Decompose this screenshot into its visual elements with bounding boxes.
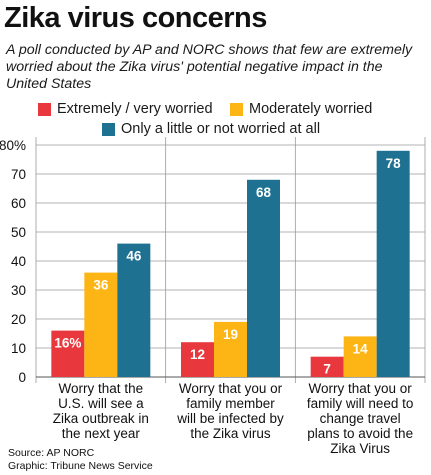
bar-value-label: 78 [386, 156, 402, 171]
bar-value-label: 14 [353, 341, 369, 356]
chart-subtitle: A poll conducted by AP and NORC shows th… [6, 42, 413, 92]
bar [214, 321, 247, 377]
bar [181, 342, 214, 377]
legend-swatch [230, 102, 243, 116]
y-tick-label: 30 [11, 283, 26, 298]
bar [310, 356, 344, 377]
y-tick-label: 40 [11, 254, 26, 269]
legend-item-extremely: Extremely / very worried [38, 101, 213, 117]
chart-title: Zika virus concerns [4, 2, 267, 34]
bar [376, 150, 410, 377]
bar-value-label: 46 [126, 249, 142, 264]
graphic-credit: Graphic: Tribune News Service [8, 460, 153, 472]
legend-label: Moderately worried [249, 101, 373, 117]
bar-value-label: 16% [54, 336, 81, 351]
source-note: Source: AP NORC [8, 447, 95, 459]
legend-label: Only a little or not worried at all [121, 121, 321, 137]
category-label: Worry that you or family member will be in… [176, 381, 284, 441]
y-tick-label: 60 [11, 196, 26, 211]
category-label: Worry that the U.S. will see a Zika outbre… [53, 381, 149, 441]
legend-swatch [38, 102, 51, 116]
y-tick-label: 10 [11, 341, 26, 356]
bar [343, 336, 377, 377]
bar [247, 179, 280, 377]
bar [84, 272, 118, 377]
bar-value-label: 12 [190, 347, 205, 362]
category-label: Worry that you or family will need to chan… [307, 381, 414, 456]
bar-value-label: 68 [256, 185, 272, 200]
y-tick-label: 20 [11, 312, 26, 327]
y-tick-label: 80% [0, 138, 26, 153]
bar [117, 243, 151, 377]
y-tick-label: 0 [18, 370, 26, 385]
bar [51, 330, 85, 377]
legend-swatch [102, 122, 115, 136]
bar-value-label: 36 [93, 278, 109, 293]
legend-label: Extremely / very worried [57, 101, 213, 117]
bar-value-label: 19 [223, 327, 238, 342]
legend-item-only-a-little: Only a little or not worried at all [102, 121, 320, 137]
bar-value-label: 7 [323, 362, 331, 377]
y-tick-label: 50 [11, 225, 26, 240]
legend-item-moderately: Moderately worried [230, 101, 372, 117]
y-tick-label: 70 [11, 167, 26, 182]
